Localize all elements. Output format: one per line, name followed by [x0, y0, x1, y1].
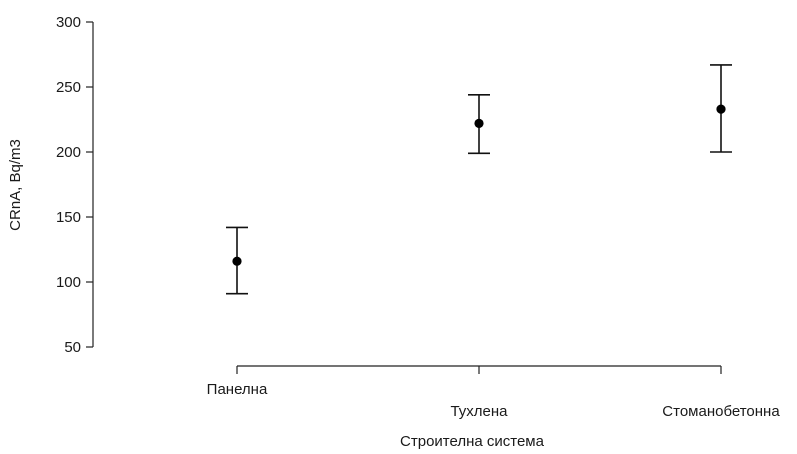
y-tick-label-50: 50 — [64, 339, 81, 356]
x-axis-title: Строителна система — [400, 433, 545, 450]
data-point-2 — [474, 118, 484, 128]
y-tick-label-200: 200 — [56, 144, 81, 161]
y-tick-label-100: 100 — [56, 274, 81, 291]
data-series — [226, 64, 732, 295]
y-tick-label-300: 300 — [56, 14, 81, 31]
x-tick-label-1: Панелна — [207, 381, 268, 398]
data-point-3 — [716, 104, 726, 114]
x-tick-label-3: Стоманобетонна — [662, 403, 780, 420]
y-tick-label-150: 150 — [56, 209, 81, 226]
y-axis: 50 100 150 200 250 300 — [56, 14, 94, 356]
x-axis: Панелна Тухлена Стоманобетонна — [207, 365, 780, 420]
data-point-1 — [232, 256, 242, 266]
x-tick-label-2: Тухлена — [450, 403, 508, 420]
y-tick-label-250: 250 — [56, 79, 81, 96]
y-axis-title: CRnA, Bq/m3 — [7, 139, 24, 231]
